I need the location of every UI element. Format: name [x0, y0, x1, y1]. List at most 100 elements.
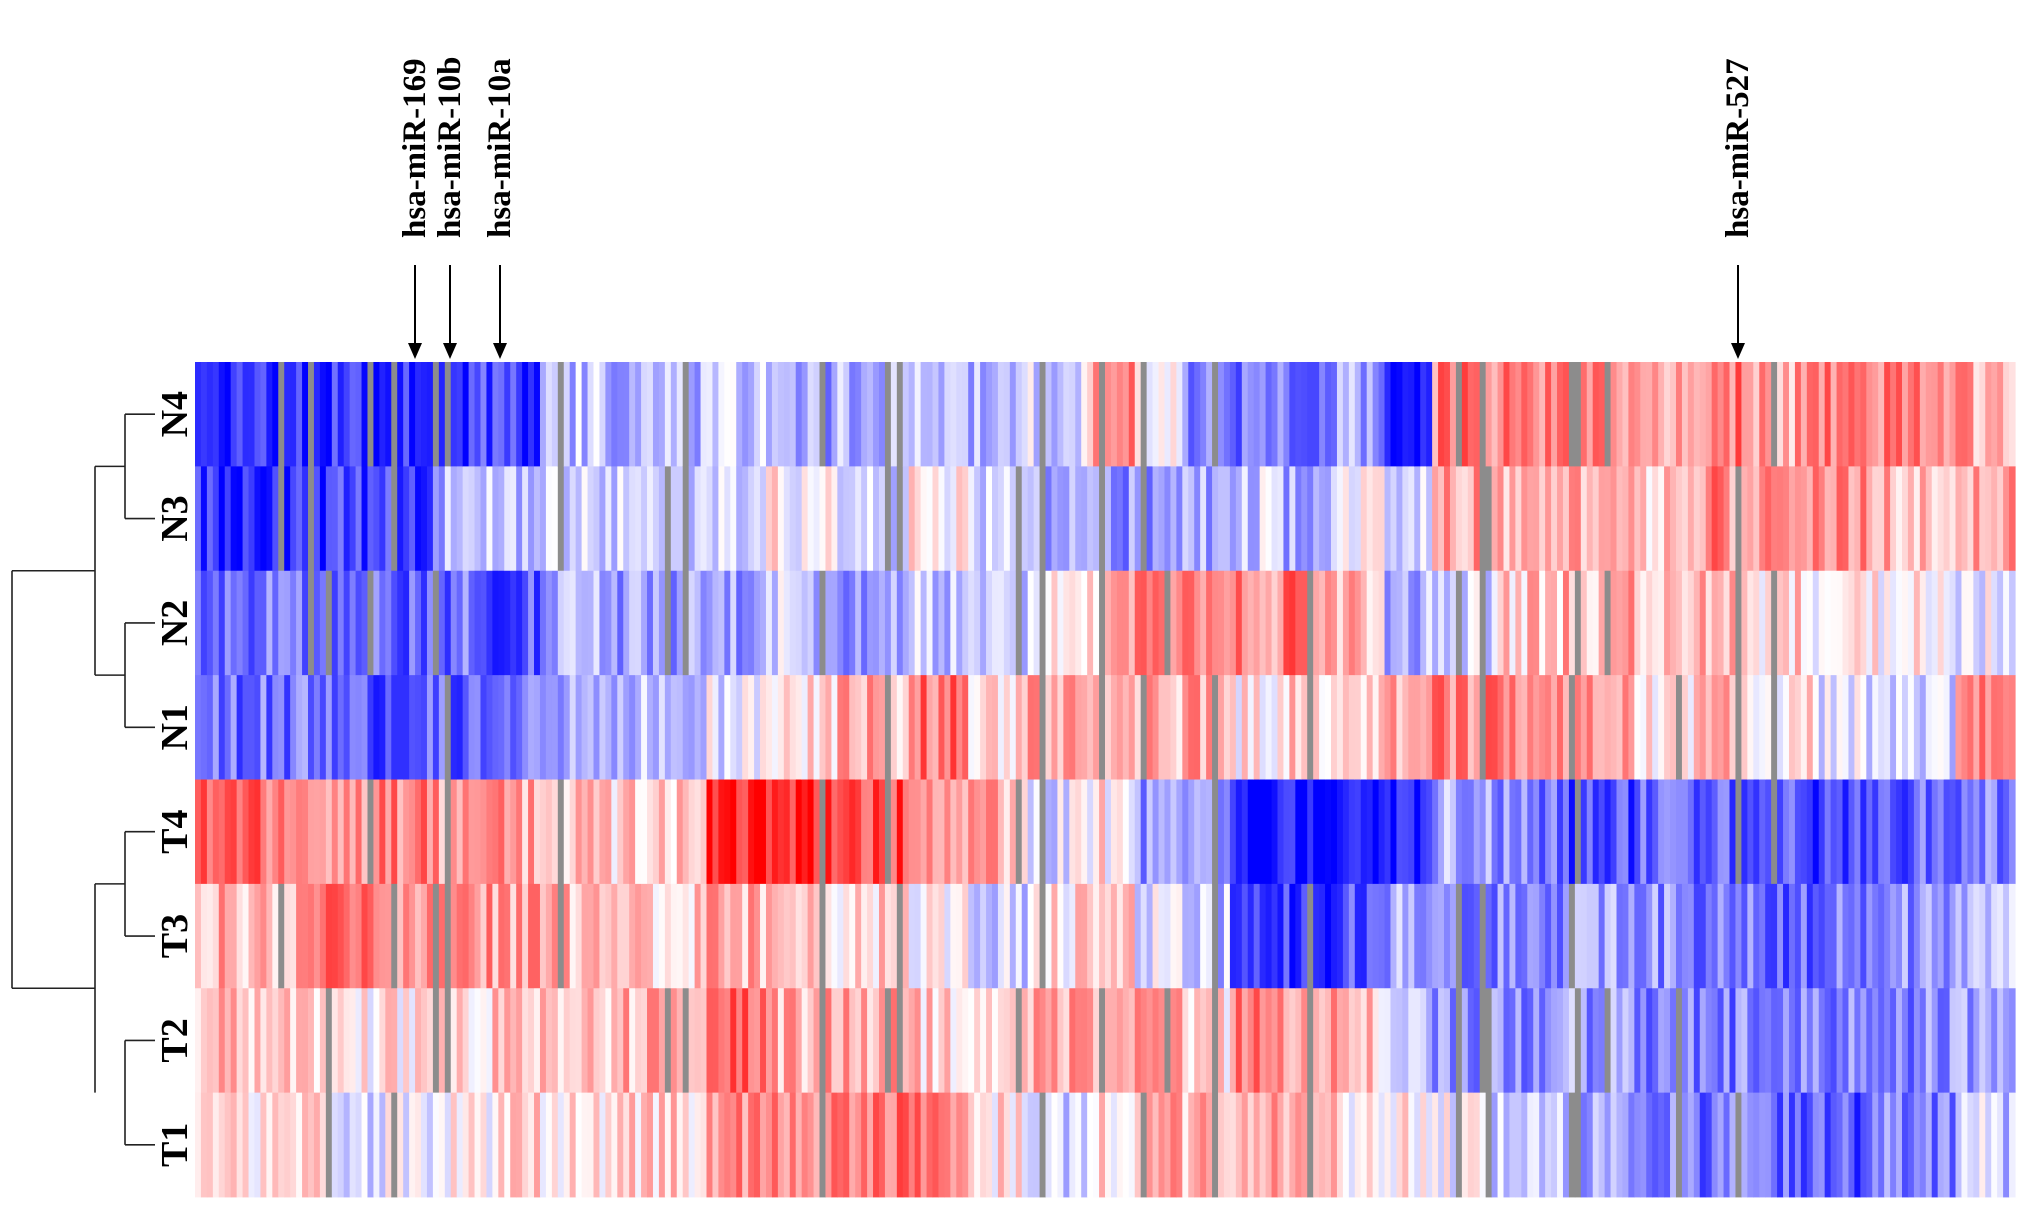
heatmap-cell: [1551, 466, 1558, 572]
heatmap-cell: [1747, 883, 1754, 989]
heatmap-cell: [421, 362, 428, 467]
heatmap-cell: [492, 362, 499, 467]
heatmap-cell: [956, 362, 963, 467]
heatmap-cell: [980, 883, 987, 989]
heatmap-cell: [337, 988, 345, 1094]
heatmap-cell: [1069, 1092, 1076, 1198]
heatmap-cell: [409, 779, 416, 885]
heatmap-cell: [873, 466, 880, 572]
heatmap-cell: [1681, 362, 1689, 467]
heatmap-cell: [1479, 988, 1487, 1094]
heatmap-cell: [956, 988, 963, 1094]
heatmap-cell: [1444, 362, 1451, 467]
heatmap-cell: [1170, 988, 1177, 1094]
heatmap-cell: [1325, 883, 1332, 989]
heatmap-cell: [1979, 779, 1986, 885]
heatmap-cell: [1491, 570, 1499, 676]
heatmap-cell: [367, 1092, 375, 1198]
heatmap-cell: [1253, 988, 1261, 1094]
heatmap-cell: [902, 988, 910, 1094]
heatmap-cell: [1503, 675, 1511, 780]
heatmap-cell: [1063, 779, 1070, 885]
heatmap-cell: [1176, 362, 1183, 467]
heatmap-cell: [1503, 362, 1511, 467]
heatmap-cell: [1033, 675, 1041, 780]
heatmap-cell: [1087, 1092, 1094, 1198]
heatmap-cell: [581, 988, 589, 1094]
heatmap-cell: [551, 883, 559, 989]
heatmap-cell: [432, 570, 440, 676]
heatmap-cell: [522, 779, 529, 885]
heatmap-cell: [712, 466, 719, 572]
heatmap-cell: [1241, 883, 1249, 989]
heatmap-cell: [962, 988, 969, 1094]
heatmap-cell: [1212, 1092, 1219, 1198]
heatmap-cell: [1295, 362, 1302, 467]
heatmap-cell: [391, 466, 398, 572]
heatmap-cell: [718, 570, 725, 676]
heatmap-cell: [605, 988, 612, 1094]
heatmap-cell: [302, 1092, 309, 1198]
heatmap-cell: [391, 570, 398, 676]
heatmap-cell: [652, 675, 660, 780]
heatmap-cell: [908, 675, 916, 780]
heatmap-cell: [1105, 779, 1112, 885]
heatmap-cell: [1015, 362, 1023, 467]
heatmap-cell: [1848, 675, 1856, 780]
heatmap-cell: [1806, 675, 1814, 780]
heatmap-cell: [1003, 1092, 1011, 1198]
heatmap-cell: [1568, 362, 1576, 467]
heatmap-cell: [1027, 1092, 1035, 1198]
heatmap-cell: [498, 570, 505, 676]
heatmap-cell: [1562, 675, 1570, 780]
heatmap-cell: [254, 675, 262, 780]
heatmap-cell: [1783, 1092, 1790, 1198]
heatmap-cell: [403, 466, 410, 572]
heatmap-cell: [789, 988, 797, 1094]
heatmap-cell: [1788, 570, 1796, 676]
heatmap-cell: [296, 675, 303, 780]
heatmap-cell: [551, 570, 559, 676]
heatmap-cell: [313, 988, 321, 1094]
heatmap-cell: [1152, 883, 1160, 989]
heatmap-cell: [1866, 362, 1873, 467]
heatmap-cell: [1301, 466, 1308, 572]
heatmap-cell: [1087, 570, 1094, 676]
heatmap-cell: [1283, 1092, 1290, 1198]
heatmap-cell: [1913, 988, 1921, 1094]
heatmap-cell: [1664, 1092, 1671, 1198]
heatmap-cell: [878, 883, 886, 989]
heatmap-cell: [1265, 1092, 1273, 1198]
heatmap-cell: [1128, 570, 1136, 676]
heatmap-cell: [230, 883, 238, 989]
heatmap-cell: [1777, 362, 1784, 467]
heatmap-cell: [1699, 779, 1707, 885]
heatmap-cell: [670, 1092, 678, 1198]
heatmap-cell: [272, 988, 279, 1094]
heatmap-cell: [652, 570, 660, 676]
heatmap-cell: [313, 362, 321, 467]
heatmap-cell: [991, 883, 999, 989]
heatmap-cell: [1604, 675, 1612, 780]
heatmap-cell: [1586, 675, 1594, 780]
heatmap-cell: [438, 779, 446, 885]
heatmap-cell: [664, 675, 672, 780]
heatmap-cell: [325, 883, 333, 989]
heatmap-cell: [867, 883, 874, 989]
heatmap-cell: [1919, 1092, 1927, 1198]
heatmap-cell: [1628, 675, 1635, 780]
heatmap-cell: [468, 988, 476, 1094]
heatmap-cell: [1741, 1092, 1748, 1198]
heatmap-cell: [1033, 466, 1041, 572]
heatmap-cell: [1122, 988, 1130, 1094]
heatmap-cell: [962, 675, 969, 780]
heatmap-cell: [819, 675, 827, 780]
heatmap-cell: [1313, 1092, 1320, 1198]
heatmap-cell: [1735, 675, 1743, 780]
heatmap-cell: [718, 466, 725, 572]
heatmap-cell: [1800, 466, 1808, 572]
heatmap-cell: [1646, 988, 1653, 1094]
heatmap-cell: [1568, 988, 1576, 1094]
heatmap-cell: [581, 675, 589, 780]
heatmap-cell: [605, 570, 612, 676]
